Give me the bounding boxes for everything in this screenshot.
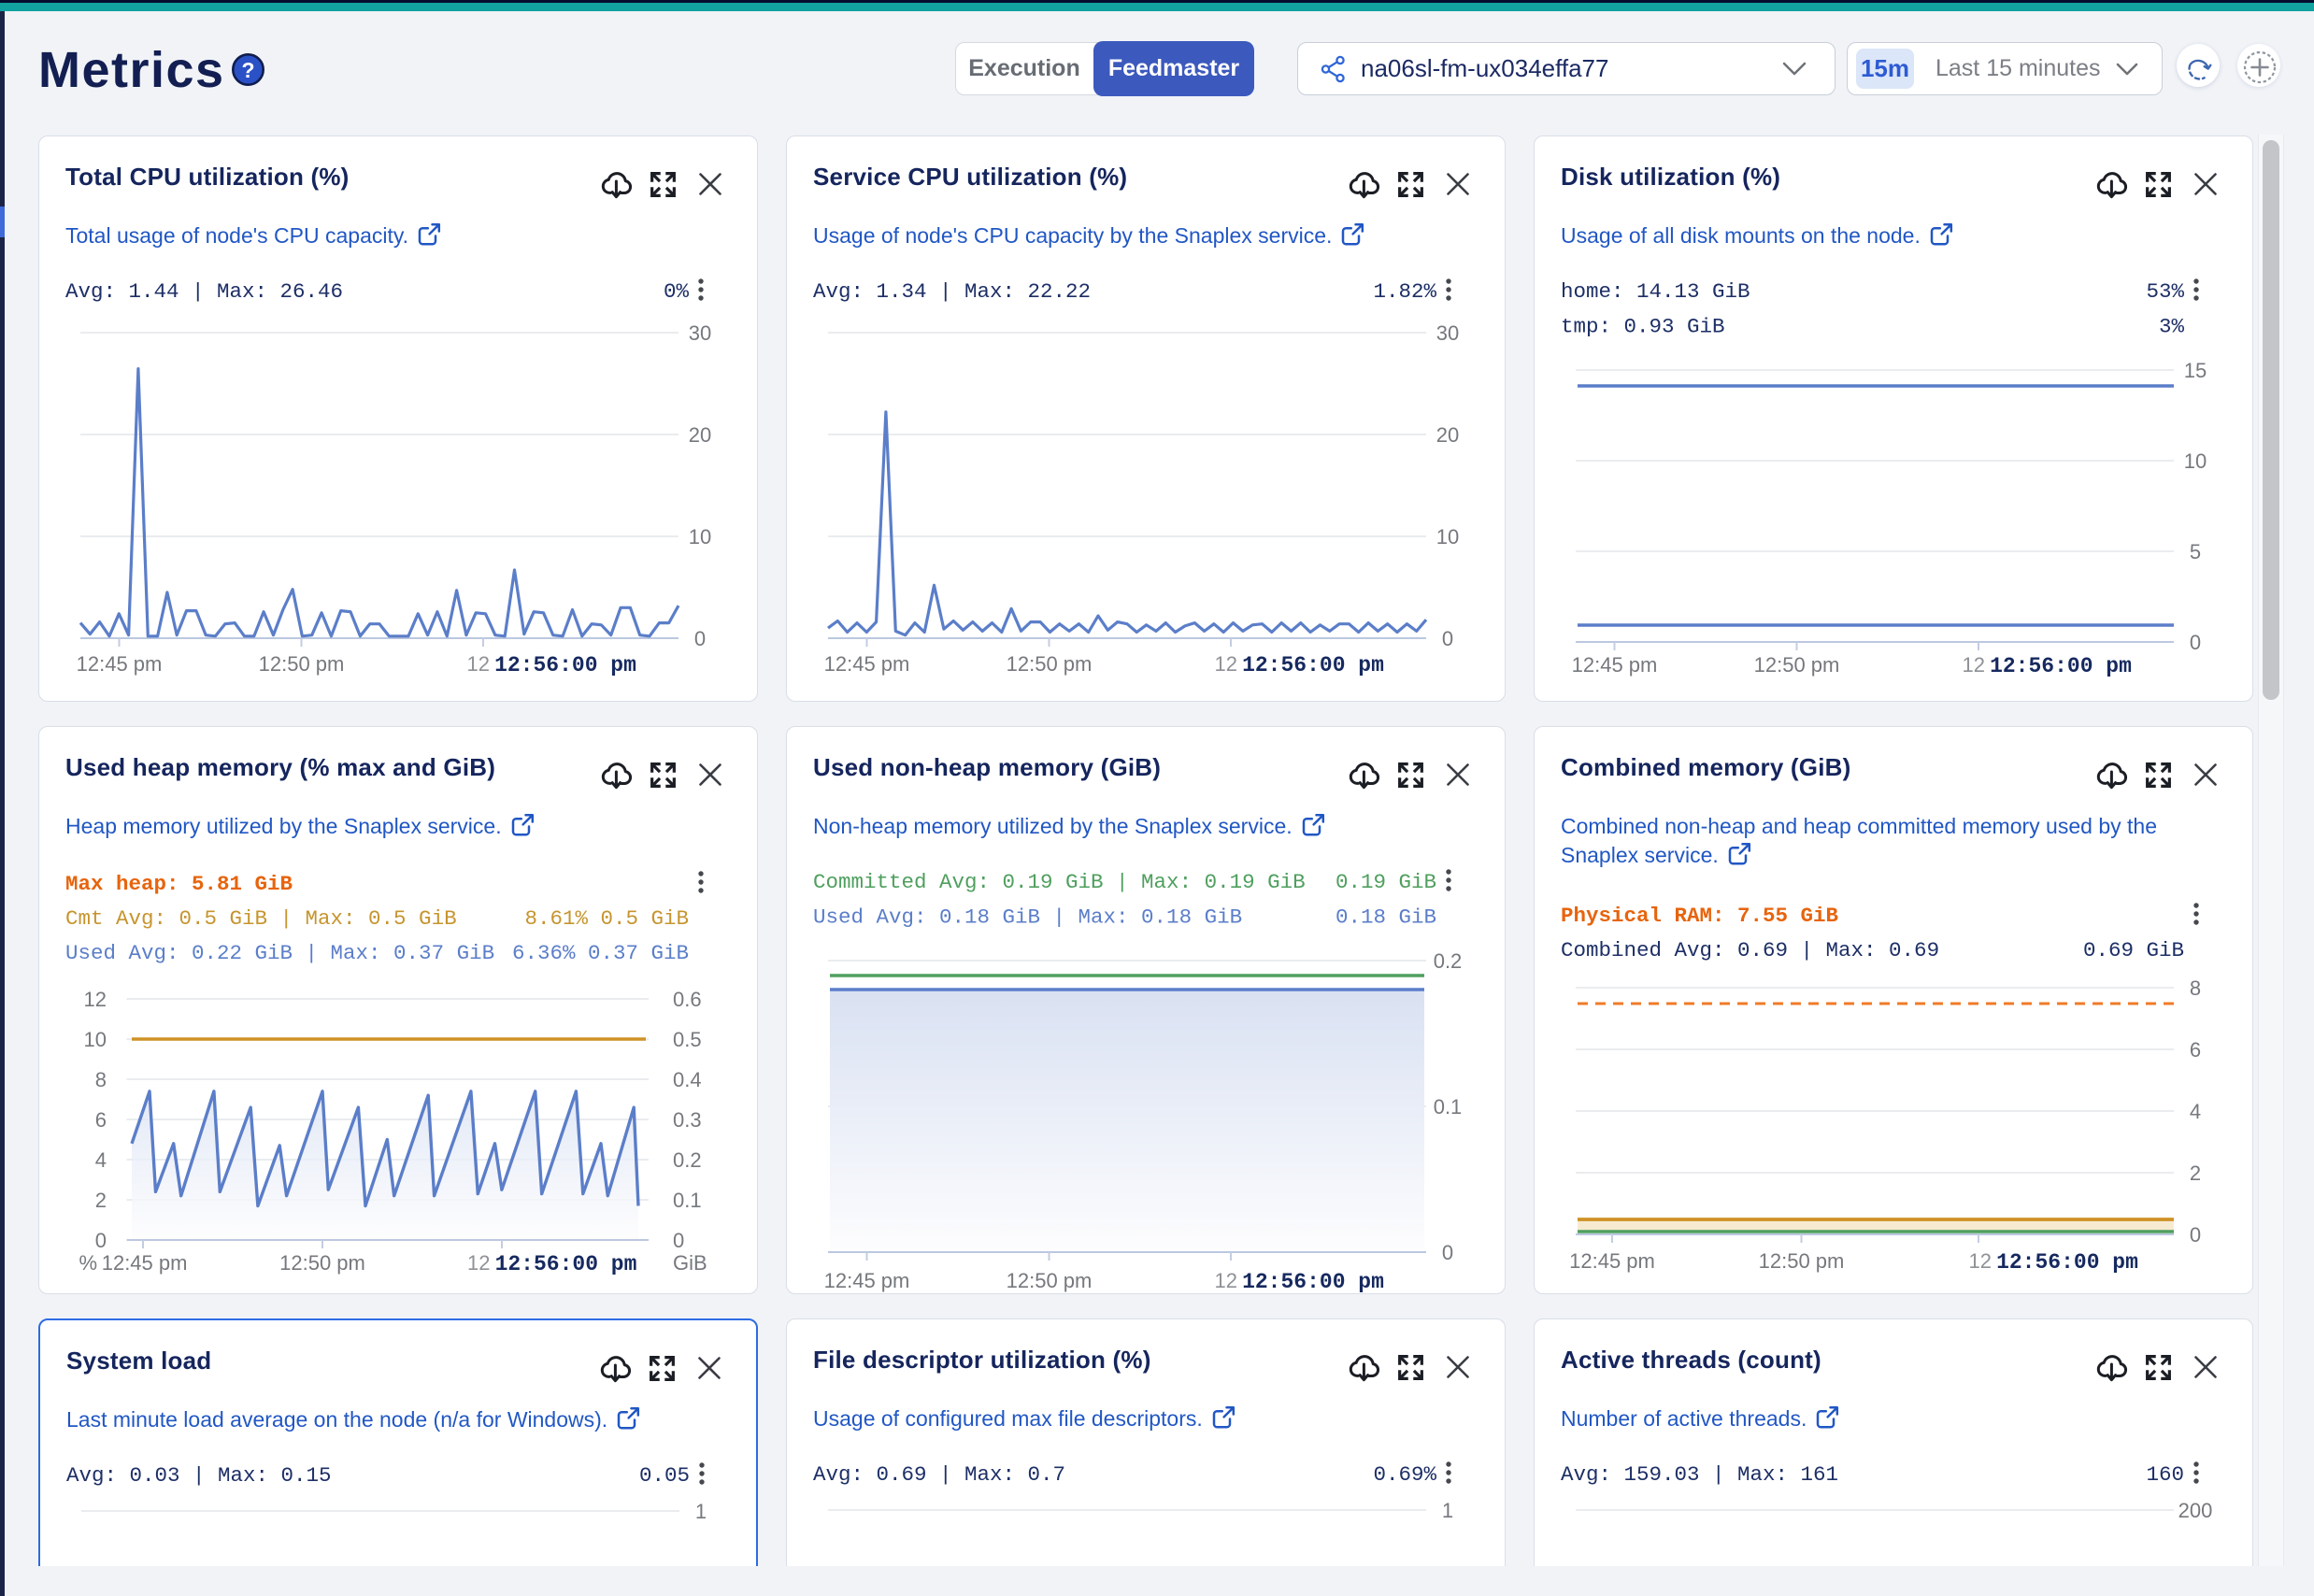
svg-text:12:45 pm: 12:45 pm xyxy=(824,652,910,676)
svg-text:12:45 pm: 12:45 pm xyxy=(824,1269,910,1292)
svg-text:0.6: 0.6 xyxy=(673,988,702,1011)
svg-text:6.36% 0.37 GiB: 6.36% 0.37 GiB xyxy=(512,941,689,965)
svg-text:0.4: 0.4 xyxy=(673,1068,702,1091)
svg-text:0.3: 0.3 xyxy=(673,1108,702,1132)
svg-text:12:50 pm: 12:50 pm xyxy=(1007,652,1093,676)
svg-text:Physical RAM: 7.55 GiB: Physical RAM: 7.55 GiB xyxy=(1561,904,1839,928)
svg-text:Cmt Avg: 0.5 GiB | Max: 0.5 Gi: Cmt Avg: 0.5 GiB | Max: 0.5 GiB xyxy=(65,906,457,931)
svg-text:12: 12 xyxy=(1215,1269,1237,1292)
svg-text:53%: 53% xyxy=(2146,279,2184,304)
svg-text:12:50 pm: 12:50 pm xyxy=(1759,1249,1845,1273)
svg-text:10: 10 xyxy=(689,525,711,549)
svg-text:6: 6 xyxy=(95,1108,107,1132)
svg-text:12:50 pm: 12:50 pm xyxy=(279,1251,365,1275)
svg-text:0.69%: 0.69% xyxy=(1373,1462,1436,1487)
svg-text:Avg: 0.03 | Max: 0.15: Avg: 0.03 | Max: 0.15 xyxy=(66,1463,332,1488)
svg-text:Avg: 159.03 | Max: 161: Avg: 159.03 | Max: 161 xyxy=(1561,1462,1838,1487)
svg-text:12: 12 xyxy=(467,652,490,676)
svg-text:0: 0 xyxy=(2190,1223,2201,1247)
svg-text:Combined Avg: 0.69 | Max: 0.69: Combined Avg: 0.69 | Max: 0.69 xyxy=(1561,938,1939,962)
svg-text:10: 10 xyxy=(84,1028,107,1051)
svg-text:Avg: 1.44 | Max: 26.46: Avg: 1.44 | Max: 26.46 xyxy=(65,279,343,304)
svg-text:2: 2 xyxy=(95,1189,107,1212)
svg-text:0.5: 0.5 xyxy=(673,1028,702,1051)
svg-text:Committed Avg: 0.19 GiB | Max:: Committed Avg: 0.19 GiB | Max: 0.19 GiB xyxy=(813,870,1306,894)
svg-text:tmp: 0.93 GiB: tmp: 0.93 GiB xyxy=(1561,315,1725,339)
svg-text:1.82%: 1.82% xyxy=(1373,279,1436,304)
svg-text:home: 14.13 GiB: home: 14.13 GiB xyxy=(1561,279,1750,304)
svg-text:4: 4 xyxy=(2190,1100,2201,1123)
svg-text:200: 200 xyxy=(2178,1499,2213,1522)
svg-text:6: 6 xyxy=(2190,1038,2201,1062)
svg-text:12: 12 xyxy=(1969,1249,1992,1273)
svg-text:1: 1 xyxy=(695,1500,707,1523)
svg-text:4: 4 xyxy=(95,1148,107,1172)
svg-text:Used Avg: 0.22 GiB | Max: 0.37: Used Avg: 0.22 GiB | Max: 0.37 GiB xyxy=(65,941,494,965)
svg-text:12:56:00 pm: 12:56:00 pm xyxy=(1242,1270,1384,1294)
svg-text:30: 30 xyxy=(1436,321,1459,345)
svg-text:12: 12 xyxy=(84,988,107,1011)
svg-text:20: 20 xyxy=(689,423,711,447)
svg-text:0: 0 xyxy=(673,1229,684,1252)
svg-text:30: 30 xyxy=(689,321,711,345)
svg-text:12: 12 xyxy=(467,1251,490,1275)
svg-text:0.19 GiB: 0.19 GiB xyxy=(1336,870,1436,894)
svg-text:12:56:00 pm: 12:56:00 pm xyxy=(1990,654,2132,678)
svg-text:12:56:00 pm: 12:56:00 pm xyxy=(494,653,636,677)
svg-text:0.05: 0.05 xyxy=(639,1463,690,1488)
svg-text:10: 10 xyxy=(1436,525,1459,549)
svg-text:0%: 0% xyxy=(664,279,690,304)
svg-text:0: 0 xyxy=(694,627,706,650)
svg-text:8.61% 0.5 GiB: 8.61% 0.5 GiB xyxy=(524,906,689,931)
svg-text:12:50 pm: 12:50 pm xyxy=(1754,653,1840,677)
svg-text:12:45 pm: 12:45 pm xyxy=(102,1251,188,1275)
svg-text:Avg: 1.34 | Max: 22.22: Avg: 1.34 | Max: 22.22 xyxy=(813,279,1091,304)
svg-text:%: % xyxy=(79,1251,97,1275)
svg-text:10: 10 xyxy=(2184,449,2207,473)
svg-text:12:45 pm: 12:45 pm xyxy=(1572,653,1658,677)
svg-text:2: 2 xyxy=(2190,1161,2201,1185)
svg-text:0.2: 0.2 xyxy=(1434,949,1463,973)
svg-text:12:56:00 pm: 12:56:00 pm xyxy=(1242,653,1384,677)
svg-text:15: 15 xyxy=(2184,359,2207,382)
svg-text:8: 8 xyxy=(2190,976,2201,1000)
svg-text:0: 0 xyxy=(95,1229,107,1252)
svg-text:0.1: 0.1 xyxy=(673,1189,702,1212)
svg-text:160: 160 xyxy=(2146,1462,2184,1487)
svg-text:12:45 pm: 12:45 pm xyxy=(77,652,163,676)
svg-text:Used Avg: 0.18 GiB | Max: 0.18: Used Avg: 0.18 GiB | Max: 0.18 GiB xyxy=(813,905,1242,930)
svg-text:12:50 pm: 12:50 pm xyxy=(1007,1269,1093,1292)
svg-text:0: 0 xyxy=(2190,631,2201,654)
svg-text:GiB: GiB xyxy=(673,1251,707,1275)
svg-text:0.1: 0.1 xyxy=(1434,1095,1463,1119)
svg-text:5: 5 xyxy=(2190,540,2201,563)
svg-text:12:56:00 pm: 12:56:00 pm xyxy=(1996,1250,2138,1275)
svg-text:12:45 pm: 12:45 pm xyxy=(1569,1249,1655,1273)
svg-text:12: 12 xyxy=(1963,653,1985,677)
svg-text:?: ? xyxy=(241,58,254,82)
svg-text:20: 20 xyxy=(1436,423,1459,447)
svg-text:Max heap: 5.81 GiB: Max heap: 5.81 GiB xyxy=(65,872,293,896)
svg-text:0.2: 0.2 xyxy=(673,1148,702,1172)
svg-text:0: 0 xyxy=(1442,1241,1453,1264)
svg-text:12:50 pm: 12:50 pm xyxy=(259,652,345,676)
svg-text:Avg: 0.69 | Max: 0.7: Avg: 0.69 | Max: 0.7 xyxy=(813,1462,1065,1487)
svg-text:1: 1 xyxy=(1442,1499,1453,1522)
svg-text:0.18 GiB: 0.18 GiB xyxy=(1336,905,1436,930)
svg-text:12:56:00 pm: 12:56:00 pm xyxy=(495,1252,637,1276)
svg-text:3%: 3% xyxy=(2159,315,2185,339)
svg-text:12: 12 xyxy=(1215,652,1237,676)
svg-text:0.69 GiB: 0.69 GiB xyxy=(2083,938,2184,962)
svg-text:8: 8 xyxy=(95,1068,107,1091)
svg-text:0: 0 xyxy=(1442,627,1453,650)
